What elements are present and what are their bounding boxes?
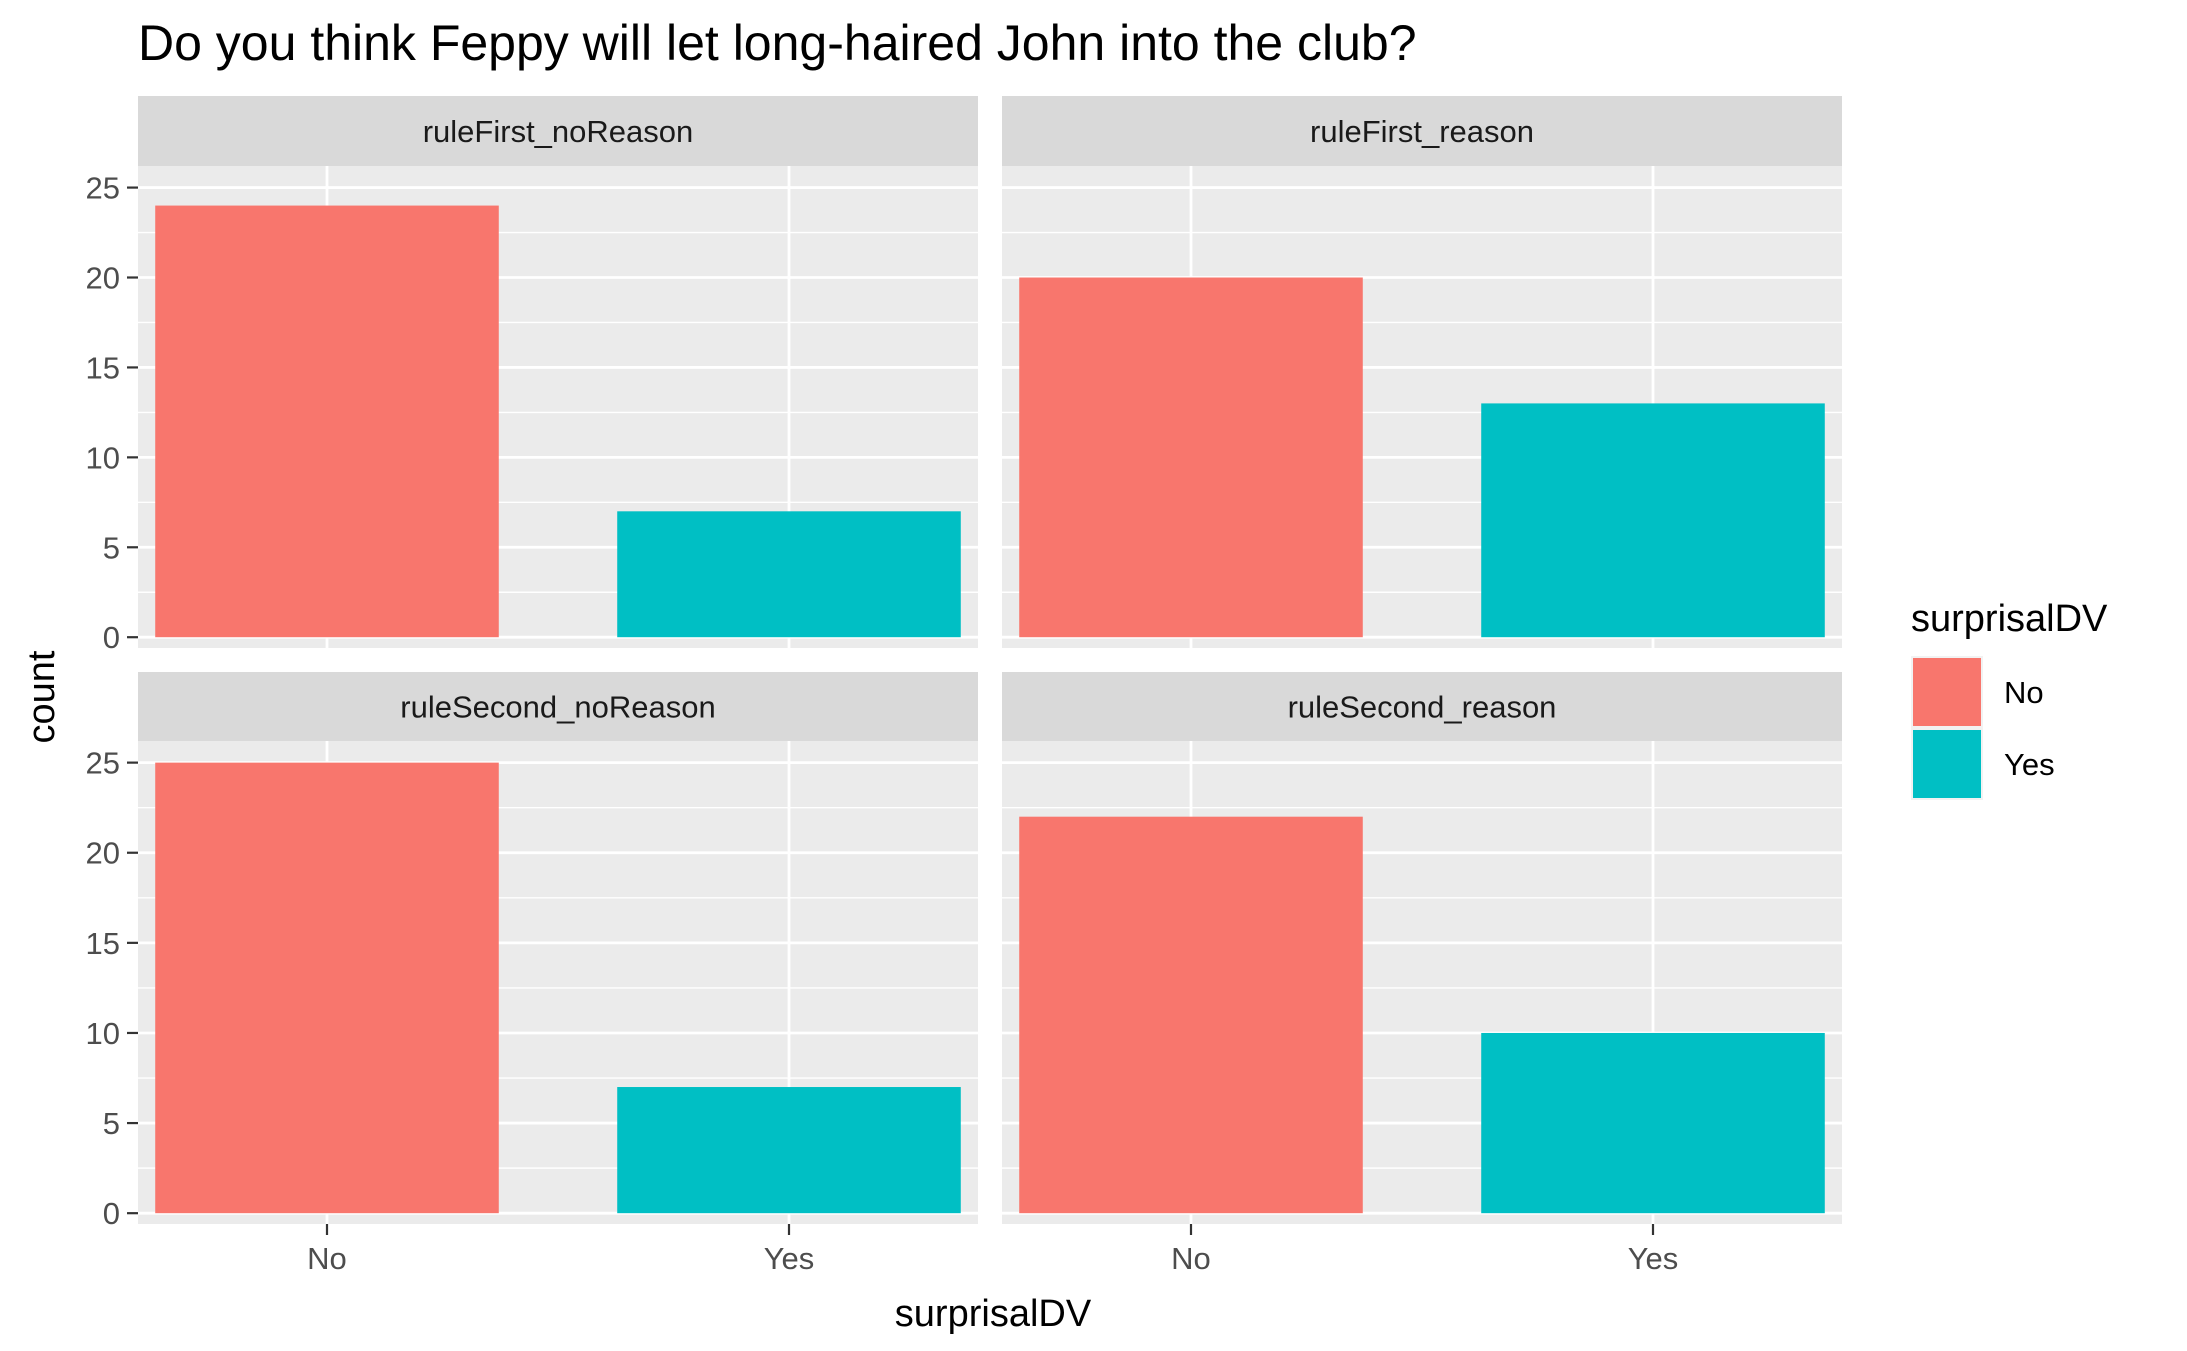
y-tick-label: 15 bbox=[86, 926, 120, 961]
facet-strip-label: ruleFirst_reason bbox=[1310, 114, 1534, 149]
facet-strip bbox=[1002, 96, 1842, 166]
bar-no bbox=[1019, 816, 1363, 1214]
facet-ruleSecond_reason: ruleSecond_reason bbox=[1002, 672, 1842, 1224]
x-tick-label: Yes bbox=[764, 1241, 815, 1276]
facet-strip bbox=[138, 96, 978, 166]
y-axis-title: count bbox=[21, 650, 63, 743]
y-tick-label: 0 bbox=[103, 620, 120, 655]
facet-ruleFirst_noReason: ruleFirst_noReason bbox=[138, 96, 978, 648]
y-tick-label: 20 bbox=[86, 836, 120, 871]
bar-yes bbox=[1481, 403, 1825, 638]
legend: surprisalDV No Yes bbox=[1911, 598, 2108, 800]
facet-ruleSecond_noReason: ruleSecond_noReason bbox=[138, 672, 978, 1224]
legend-swatch bbox=[1913, 658, 1981, 726]
facet-panels: ruleFirst_noReason ruleFirst_reason ruleSe… bbox=[138, 96, 1842, 1224]
legend-title: surprisalDV bbox=[1911, 598, 2108, 640]
y-tick-label: 15 bbox=[86, 350, 120, 385]
x-tick-label: No bbox=[1171, 1241, 1211, 1276]
facet-ruleFirst_reason: ruleFirst_reason bbox=[1002, 96, 1842, 648]
bar-no bbox=[1019, 277, 1363, 638]
legend-swatch bbox=[1913, 730, 1981, 798]
facet-strip-label: ruleSecond_reason bbox=[1288, 690, 1557, 725]
y-tick-label: 10 bbox=[86, 440, 120, 475]
bar-yes bbox=[1481, 1032, 1825, 1214]
y-tick-label: 20 bbox=[86, 261, 120, 296]
x-axis-title: surprisalDV bbox=[895, 1293, 1092, 1335]
facet-strip-label: ruleSecond_noReason bbox=[400, 690, 715, 725]
facet-strip-label: ruleFirst_noReason bbox=[423, 114, 694, 149]
legend-keys: No Yes bbox=[1911, 656, 2055, 800]
bar-no bbox=[155, 762, 499, 1214]
x-tick-label: Yes bbox=[1628, 1241, 1679, 1276]
y-axes: 0 5 10 15 20 25 0 5 10 15 20 25 bbox=[86, 171, 138, 1231]
y-tick-label: 10 bbox=[86, 1016, 120, 1051]
x-tick-label: No bbox=[307, 1241, 347, 1276]
bar-yes bbox=[617, 1087, 961, 1214]
legend-key-yes: Yes bbox=[1911, 728, 2055, 800]
legend-key-no: No bbox=[1911, 656, 2044, 728]
facet-strip bbox=[1002, 672, 1842, 741]
y-tick-label: 25 bbox=[86, 746, 120, 781]
bar-no bbox=[155, 205, 499, 638]
x-axes: No Yes No Yes bbox=[307, 1224, 1678, 1276]
chart-title: Do you think Feppy will let long-haired … bbox=[138, 15, 1417, 71]
facet-strip bbox=[138, 672, 978, 741]
bar-yes bbox=[617, 511, 961, 638]
y-tick-label: 0 bbox=[103, 1196, 120, 1231]
y-tick-label: 5 bbox=[103, 1106, 120, 1141]
y-tick-label: 25 bbox=[86, 171, 120, 206]
legend-label: No bbox=[2004, 675, 2044, 710]
legend-label: Yes bbox=[2004, 747, 2055, 782]
y-tick-label: 5 bbox=[103, 530, 120, 565]
